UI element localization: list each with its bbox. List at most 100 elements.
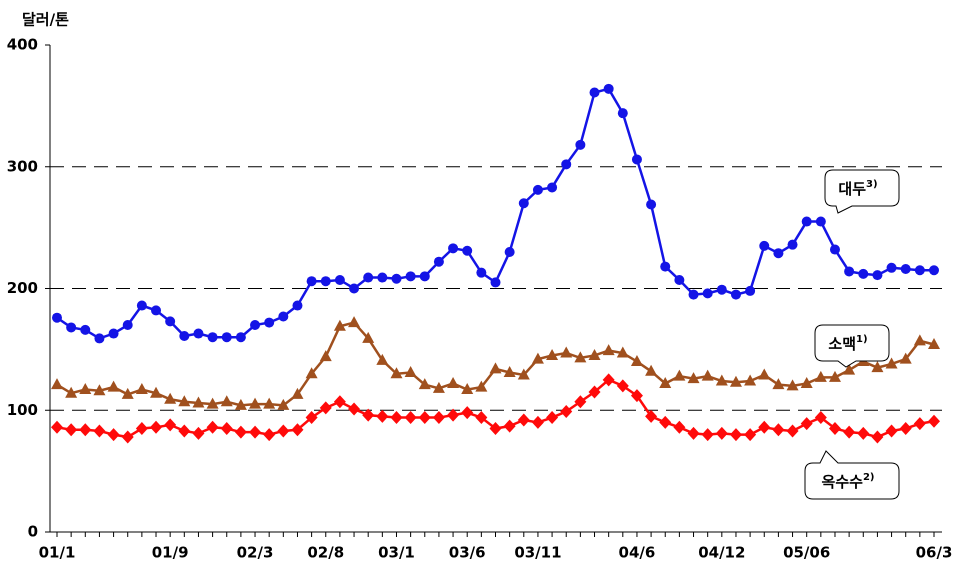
marker [94, 333, 105, 344]
marker [151, 305, 162, 316]
x-tick-label: 02/8 [307, 544, 344, 562]
marker [135, 383, 148, 395]
marker [503, 366, 516, 378]
marker [376, 409, 389, 423]
marker [687, 426, 700, 440]
marker [263, 397, 276, 409]
x-tick-label: 03/1 [378, 544, 415, 562]
legend-label: 소맥1) [828, 334, 867, 353]
marker [65, 386, 78, 398]
legend-note: 1) [856, 334, 868, 345]
marker [630, 389, 643, 403]
marker [249, 425, 262, 439]
marker [574, 351, 587, 363]
marker [531, 352, 544, 364]
marker [419, 271, 430, 282]
marker [291, 423, 304, 437]
marker [843, 363, 856, 375]
marker [913, 417, 926, 431]
marker [164, 392, 177, 404]
x-tick-label: 06/3 [916, 544, 953, 562]
marker [264, 317, 275, 328]
marker [404, 411, 417, 425]
marker [319, 350, 332, 362]
marker [786, 424, 799, 438]
marker [348, 402, 361, 416]
marker [52, 312, 62, 323]
marker [631, 154, 642, 165]
legend-label: 옥수수2) [822, 472, 875, 491]
x-tick-label: 03/6 [449, 544, 486, 562]
marker [319, 401, 332, 415]
marker [928, 414, 940, 428]
marker [588, 385, 601, 399]
legend-name: 소맥 [828, 335, 856, 353]
marker [121, 430, 134, 444]
marker [858, 268, 869, 279]
marker [263, 428, 276, 442]
marker [489, 422, 502, 436]
marker [150, 386, 163, 398]
marker [66, 322, 77, 333]
marker [560, 404, 573, 418]
x-tick-label: 04/6 [619, 544, 656, 562]
marker [234, 398, 247, 410]
marker [886, 262, 897, 273]
marker [744, 428, 757, 442]
marker [121, 387, 134, 399]
marker [192, 426, 205, 440]
marker [532, 184, 543, 195]
marker [589, 87, 600, 98]
marker [913, 334, 926, 346]
marker [418, 411, 431, 425]
marker [164, 418, 177, 432]
marker [702, 288, 713, 299]
marker [390, 367, 403, 379]
marker [546, 411, 559, 425]
marker [787, 239, 798, 250]
x-tick-label: 02/3 [237, 544, 274, 562]
marker [660, 261, 671, 272]
marker [829, 244, 840, 255]
x-tick-label: 01/1 [39, 544, 76, 562]
marker [135, 422, 148, 436]
marker [476, 267, 487, 278]
marker [206, 420, 219, 434]
marker [178, 424, 191, 438]
marker [432, 381, 445, 393]
marker [333, 395, 346, 409]
marker [800, 417, 813, 431]
marker [729, 428, 742, 442]
marker [107, 428, 120, 442]
marker [349, 283, 360, 294]
marker [602, 373, 615, 387]
marker [503, 419, 516, 433]
marker [561, 159, 572, 170]
marker [744, 374, 757, 386]
marker [673, 420, 686, 434]
marker [786, 379, 799, 391]
marker [659, 376, 672, 388]
marker [462, 245, 473, 256]
y-tick-label: 0 [28, 523, 38, 541]
marker [93, 384, 106, 396]
marker [80, 324, 91, 335]
marker [377, 272, 388, 283]
marker [136, 300, 147, 311]
marker [928, 338, 940, 350]
marker [278, 311, 289, 322]
marker [729, 375, 742, 387]
marker [814, 370, 827, 382]
marker [376, 353, 389, 365]
marker [51, 420, 63, 434]
marker [715, 426, 728, 440]
marker [363, 272, 374, 283]
marker [362, 331, 375, 343]
marker [306, 276, 317, 287]
marker [630, 355, 643, 367]
marker [234, 425, 247, 439]
marker [192, 396, 205, 408]
marker [292, 300, 303, 311]
marker [461, 383, 474, 395]
marker [235, 332, 246, 343]
